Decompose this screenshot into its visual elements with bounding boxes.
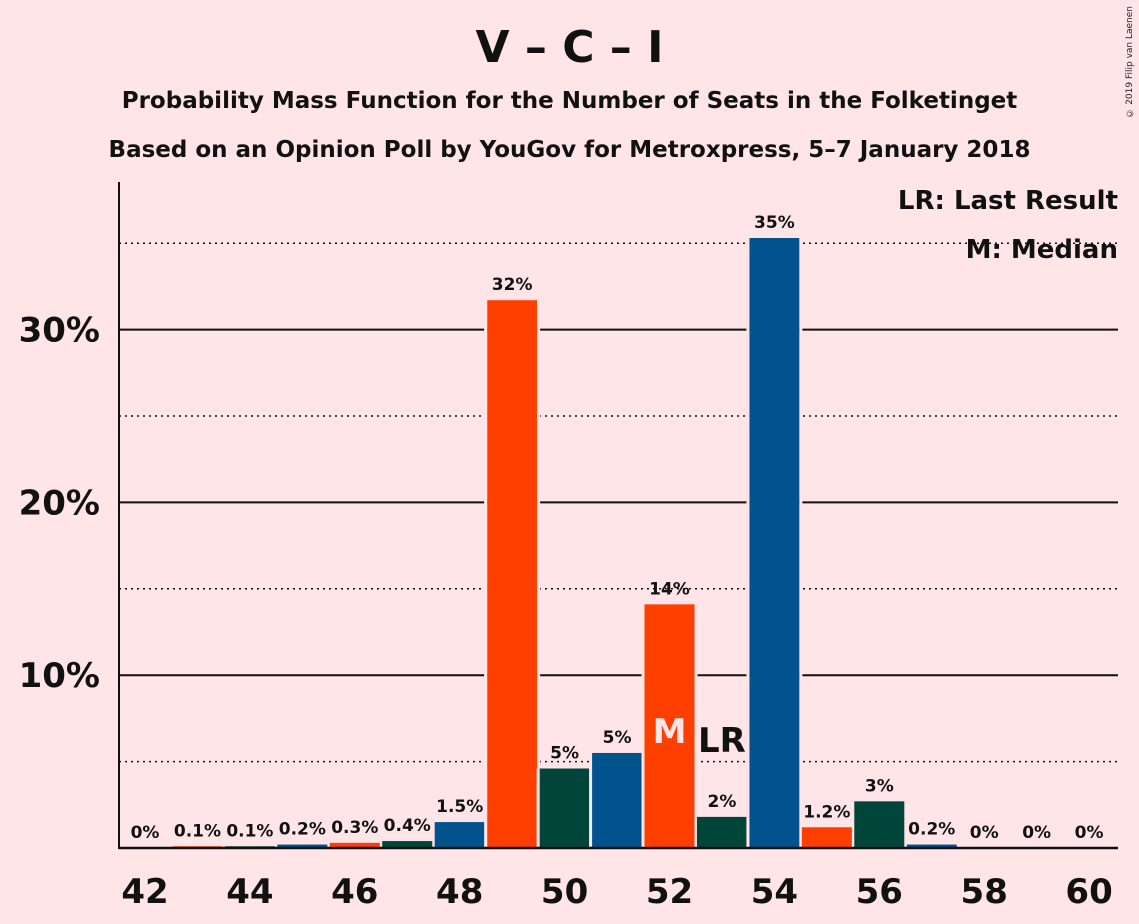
x-tick-label: 50 — [541, 872, 588, 912]
bar-gap — [641, 604, 645, 848]
grid-lines — [119, 242, 1118, 763]
bar — [487, 300, 538, 848]
x-tick-label: 44 — [226, 872, 273, 912]
bar-gap — [799, 238, 803, 849]
data-label: 32% — [492, 275, 533, 295]
bar — [434, 822, 485, 848]
data-label: 0.3% — [331, 818, 378, 838]
x-tick-label: 56 — [856, 872, 903, 912]
bar — [696, 816, 747, 848]
data-label: 1.5% — [436, 797, 483, 817]
data-label: 0.2% — [908, 820, 955, 840]
data-label: 1.2% — [803, 802, 850, 822]
x-tick-label: 48 — [436, 872, 483, 912]
bar — [539, 768, 590, 848]
data-label: 0% — [1022, 823, 1051, 843]
bar-gap — [537, 300, 541, 848]
bar — [906, 844, 957, 848]
bar — [329, 842, 380, 848]
data-label: 0% — [970, 823, 999, 843]
bar-gap — [746, 238, 750, 849]
data-label: 2% — [708, 792, 737, 812]
data-label: 0% — [131, 823, 160, 843]
x-tick-label: 46 — [331, 872, 378, 912]
chart-subtitle-1: Probability Mass Function for the Number… — [121, 88, 1018, 114]
y-tick-label: 30% — [19, 311, 100, 351]
x-tick-label: 42 — [121, 872, 168, 912]
bar — [277, 844, 328, 848]
data-label: 5% — [550, 744, 579, 764]
x-tick-label: 58 — [961, 872, 1008, 912]
bar-gap — [536, 768, 540, 848]
x-tick-label: 52 — [646, 872, 693, 912]
bar-gap — [589, 752, 593, 848]
data-label: 0.1% — [174, 821, 221, 841]
data-label: 35% — [754, 213, 795, 233]
bar — [854, 801, 905, 848]
last-result-marker: LR — [698, 721, 746, 761]
bar — [644, 604, 695, 848]
chart-subtitle-2: Based on an Opinion Poll by YouGov for M… — [108, 137, 1031, 163]
legend-last-result: LR: Last Result — [898, 186, 1118, 216]
data-label: 0.1% — [226, 821, 273, 841]
data-label: 0.2% — [279, 820, 326, 840]
x-tick-label: 54 — [751, 872, 798, 912]
x-tick-label: 60 — [1065, 872, 1112, 912]
data-label: 0% — [1075, 823, 1104, 843]
bar-gap — [694, 604, 698, 848]
bars: 0% 0.1% 0.1% 0.2% 0.3% 0.4%1.5%32%5%5%14%2%35… — [131, 213, 1104, 849]
legend-median: M: Median — [966, 235, 1118, 265]
axes: 10% 20% 30% 42 44 46 48 50 52 54 56 58 60 — [19, 182, 1118, 912]
data-label: 14% — [649, 579, 690, 599]
y-tick-label: 10% — [19, 656, 100, 696]
bar-gap — [484, 300, 488, 848]
data-label: 0.4% — [384, 816, 431, 836]
bar — [749, 238, 800, 849]
chart-title: V – C – I — [475, 22, 664, 73]
y-tick-label: 20% — [19, 483, 100, 523]
data-label: 5% — [603, 728, 632, 748]
bar — [382, 841, 433, 848]
bar — [592, 752, 643, 848]
median-marker: M — [653, 712, 687, 752]
bar — [801, 827, 852, 848]
data-label: 3% — [865, 776, 894, 796]
